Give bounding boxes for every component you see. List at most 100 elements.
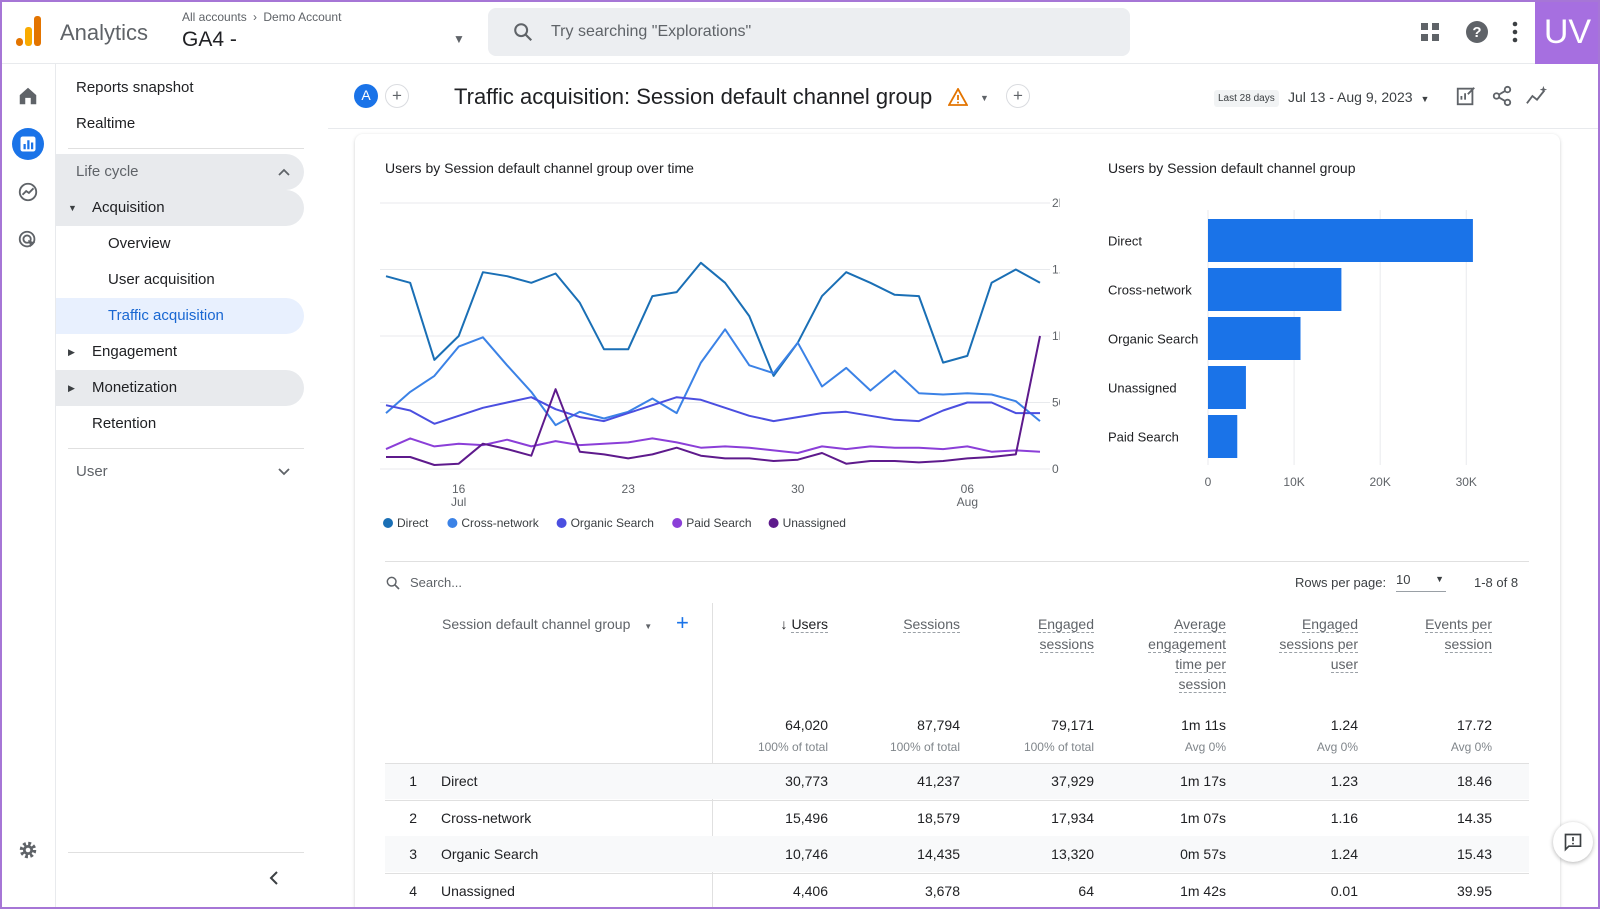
table-row[interactable]: 4 Unassigned 4,406 3,678 64 1m 42s 0.01 39.95 [385, 873, 1529, 909]
cell-sessions: 14,435 [917, 846, 960, 863]
left-rail [0, 64, 56, 909]
bar[interactable] [1208, 317, 1301, 360]
add-dimension-button[interactable]: + [676, 610, 689, 635]
row-channel[interactable]: Direct [441, 773, 478, 789]
header-engaged-sessions[interactable]: Engaged sessions [1010, 614, 1094, 654]
comparison-avatar[interactable]: A [354, 84, 378, 108]
add-card-button[interactable]: + [1006, 84, 1030, 108]
total-engaged-sessions-pct: 100% of total [1023, 740, 1094, 754]
cell-events: 14.35 [1456, 809, 1492, 826]
reports-icon[interactable] [12, 128, 44, 160]
nav-divider [68, 852, 304, 853]
table-row[interactable]: 1 Direct 30,773 41,237 37,929 1m 17s 1.23 18.46 [385, 763, 1529, 799]
row-channel[interactable]: Organic Search [441, 846, 539, 863]
caret-down-icon[interactable]: ▼ [453, 32, 465, 46]
nav-reports-snapshot[interactable]: Reports snapshot [76, 79, 194, 96]
breadcrumb-account[interactable]: Demo Account [263, 10, 342, 24]
bar[interactable] [1208, 366, 1246, 409]
bar-chart[interactable]: 0 10K 20K 30K Direct Cross-network Organic Sea… [1100, 200, 1500, 510]
breadcrumb-all-accounts[interactable]: All accounts [182, 10, 247, 24]
caret-down-icon[interactable]: ▼ [980, 93, 989, 103]
nav-monetization-label: Monetization [92, 379, 178, 396]
series-line-cross-network[interactable] [385, 328, 1041, 427]
customize-report-icon[interactable] [1455, 85, 1477, 107]
header-events-per-session[interactable]: Events per session [1400, 614, 1492, 654]
table-row[interactable]: 2 Cross-network 15,496 18,579 17,934 1m 07s 1.… [385, 800, 1529, 836]
apps-grid-icon[interactable] [1418, 20, 1442, 44]
arrow-down-icon: ↓ [780, 616, 788, 632]
cell-engaged: 64 [1078, 883, 1094, 900]
legend-label[interactable]: Paid Search [686, 516, 751, 530]
nav-acquisition[interactable]: ▼ Acquisition [56, 190, 304, 226]
feedback-button[interactable] [1553, 822, 1593, 862]
feedback-icon [1564, 833, 1582, 852]
nav-traffic-acquisition[interactable]: Traffic acquisition [56, 298, 304, 334]
y-tick-label: 1.5K [1052, 263, 1060, 277]
header-engaged-per-user[interactable]: Engaged sessions per user [1270, 614, 1358, 674]
dimension-header-label: Session default channel group [442, 616, 631, 632]
more-vert-icon[interactable] [1510, 20, 1520, 44]
explore-icon[interactable] [12, 176, 44, 208]
nav-monetization[interactable]: ▶ Monetization [56, 370, 304, 406]
series-line-organic-search[interactable] [385, 396, 1040, 425]
row-channel[interactable]: Unassigned [441, 883, 515, 900]
warning-icon[interactable] [948, 88, 968, 106]
analytics-logo[interactable] [16, 16, 42, 46]
header-avg-engagement-time[interactable]: Average engagement time per session [1136, 614, 1226, 694]
header-avg-engagement-time-label: Average engagement time per session [1148, 616, 1226, 693]
top-bar: Analytics All accounts › Demo Account GA… [0, 0, 1600, 64]
series-line-direct[interactable] [385, 261, 1041, 377]
y-tick-label: 1K [1052, 329, 1060, 343]
table-top-divider [385, 561, 1529, 562]
add-comparison-button[interactable]: + [385, 84, 409, 108]
header-sessions-label: Sessions [903, 616, 960, 633]
nav-overview[interactable]: Overview [108, 235, 171, 252]
collapse-nav-icon[interactable] [268, 870, 280, 886]
nav-retention[interactable]: Retention [92, 415, 157, 432]
dimension-header[interactable]: Session default channel group ▼ [442, 616, 652, 632]
settings-gear-icon[interactable] [12, 834, 44, 866]
date-range-picker[interactable]: Jul 13 - Aug 9, 2023 ▼ [1288, 89, 1429, 105]
nav-user-acquisition[interactable]: User acquisition [108, 271, 215, 288]
x-tick-label: 06 Aug [957, 482, 978, 509]
table-search-input[interactable]: Search... [410, 575, 463, 590]
triangle-right-icon: ▶ [68, 347, 75, 357]
header-users[interactable]: ↓ Users [740, 614, 828, 634]
header-events-per-session-label: Events per session [1425, 616, 1492, 653]
nav-engagement[interactable]: ▶ Engagement [56, 334, 304, 370]
table-row[interactable]: 3 Organic Search 10,746 14,435 13,320 0m 57s 1… [385, 836, 1529, 873]
legend-label[interactable]: Direct [397, 516, 429, 530]
property-selector[interactable]: GA4 - [182, 28, 237, 51]
search-input[interactable]: Try searching "Explorations" [551, 23, 752, 40]
legend-label[interactable]: Unassigned [783, 516, 846, 530]
app-name: Analytics [60, 20, 149, 45]
nav-realtime[interactable]: Realtime [76, 115, 136, 132]
nav-lifecycle-section[interactable]: Life cycle [56, 154, 304, 190]
home-icon[interactable] [12, 80, 44, 112]
search-bar[interactable]: Try searching "Explorations" [488, 8, 1130, 56]
header-sessions[interactable]: Sessions [860, 614, 960, 634]
series-line-unassigned[interactable] [386, 335, 1041, 466]
rows-per-page-select[interactable]: 10 ▼ [1396, 572, 1446, 592]
series-line-paid-search[interactable] [385, 437, 1041, 454]
caret-down-icon: ▼ [1420, 94, 1430, 104]
help-icon[interactable]: ? [1465, 20, 1489, 44]
legend-marker [768, 518, 779, 528]
insights-icon[interactable] [1525, 85, 1549, 107]
report-navigation: Reports snapshot Realtime Life cycle ▼ A… [56, 64, 310, 909]
cell-engaged: 17,934 [1051, 809, 1094, 826]
nav-lifecycle-label: Life cycle [76, 163, 139, 180]
nav-user-section[interactable]: User [56, 454, 304, 490]
row-channel[interactable]: Cross-network [441, 809, 532, 826]
category-label: Organic Search [1108, 332, 1198, 347]
legend-label[interactable]: Cross-network [461, 516, 539, 530]
bar[interactable] [1208, 219, 1473, 262]
x-tick-label: 20K [1369, 475, 1390, 489]
legend-label[interactable]: Organic Search [571, 516, 654, 530]
bar[interactable] [1208, 415, 1238, 458]
breadcrumb[interactable]: All accounts › Demo Account [182, 10, 341, 24]
share-icon[interactable] [1491, 85, 1513, 107]
advertising-icon[interactable] [12, 224, 44, 256]
bar[interactable] [1208, 268, 1342, 311]
